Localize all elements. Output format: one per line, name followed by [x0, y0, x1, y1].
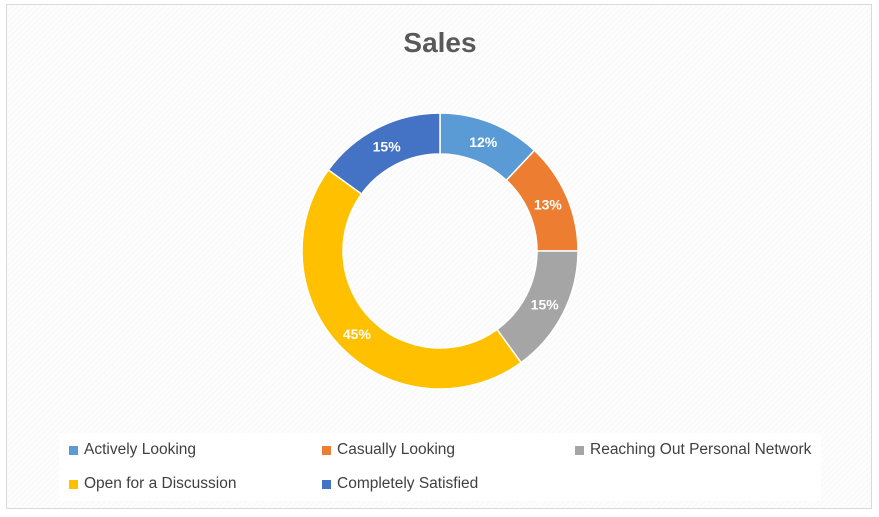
- data-label-open-for-a-discussion: 45%: [343, 326, 372, 342]
- legend-item-casually-looking: Casually Looking: [322, 441, 455, 459]
- data-label-reaching-out-personal-network: 15%: [531, 296, 560, 312]
- legend-swatch-reaching-out-personal-network: [575, 445, 584, 455]
- legend-swatch-casually-looking: [322, 445, 331, 455]
- legend-label-reaching-out-personal-network: Reaching Out Personal Network: [590, 441, 812, 458]
- data-label-casually-looking: 13%: [534, 196, 563, 212]
- legend-label-actively-looking: Actively Looking: [84, 441, 197, 458]
- legend-swatch-completely-satisfied: [322, 479, 331, 489]
- donut-slice-open-for-a-discussion: [301, 168, 523, 390]
- data-label-actively-looking: 12%: [469, 134, 498, 150]
- data-label-completely-satisfied: 15%: [373, 138, 402, 154]
- legend-item-actively-looking: Actively Looking: [69, 441, 196, 459]
- legend-label-open-for-a-discussion: Open for a Discussion: [84, 475, 237, 492]
- donut-slice-completely-satisfied: [327, 112, 441, 196]
- chart-area: Sales 12% 13% 15% 45% 15% Actively Looking C…: [6, 4, 872, 509]
- legend-item-completely-satisfied: Completely Satisfied: [322, 475, 478, 493]
- donut-chart: 12% 13% 15% 45% 15%: [301, 112, 579, 390]
- legend-swatch-open-for-a-discussion: [69, 479, 78, 489]
- chart-title: Sales: [403, 27, 477, 58]
- legend-item-reaching-out-personal-network: Reaching Out Personal Network: [575, 441, 811, 459]
- legend-item-open-for-a-discussion: Open for a Discussion: [69, 475, 237, 493]
- legend-label-completely-satisfied: Completely Satisfied: [337, 475, 479, 492]
- legend-swatch-actively-looking: [69, 445, 78, 455]
- chart-legend: Actively Looking Casually Looking Reachi…: [59, 433, 821, 501]
- legend-label-casually-looking: Casually Looking: [337, 441, 456, 458]
